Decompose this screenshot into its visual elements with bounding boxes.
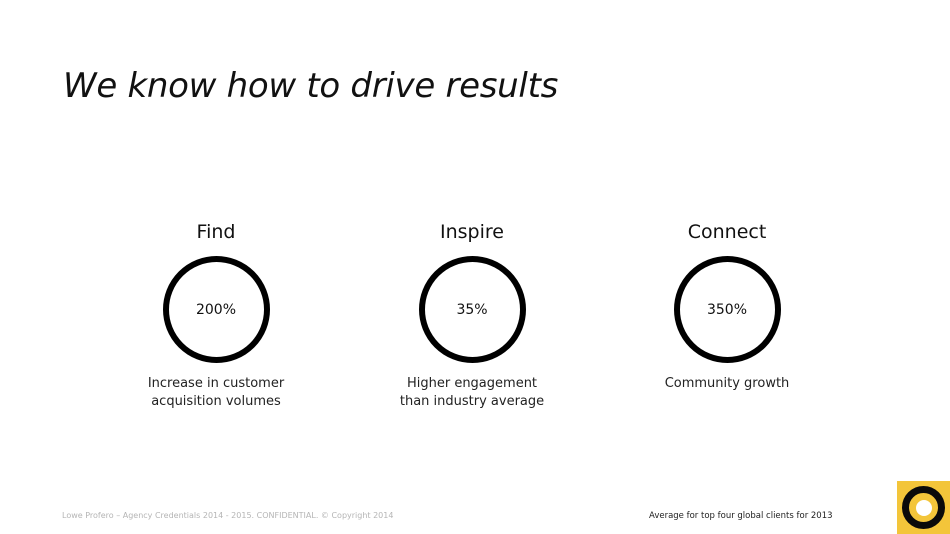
stat-circle-icon: 350% — [673, 256, 781, 363]
logo-center-icon — [915, 499, 932, 516]
slide-title: We know how to drive results — [63, 66, 559, 106]
stat-find: Find 200% Increase in customer acquisiti… — [116, 218, 316, 411]
stat-connect: Connect 350% Community growth — [627, 218, 827, 393]
logo-ring-icon — [902, 486, 945, 529]
stat-description-line: than industry average — [399, 394, 545, 409]
stat-label: Inspire — [440, 221, 504, 243]
stat-description-line: Community growth — [664, 376, 790, 391]
brand-logo-icon — [897, 481, 950, 534]
footer-note: Average for top four global clients for … — [649, 511, 833, 521]
stat-label: Find — [196, 221, 236, 243]
stat-inspire: Inspire 35% Higher engagement than indus… — [372, 218, 572, 411]
stat-value: 200% — [195, 301, 237, 318]
stat-value: 35% — [456, 301, 488, 318]
stat-description-line: acquisition volumes — [151, 394, 281, 409]
stat-description: Increase in customer acquisition volumes — [116, 375, 316, 411]
stat-description: Community growth — [627, 375, 827, 393]
footer-copyright: Lowe Profero – Agency Credentials 2014 -… — [62, 511, 394, 520]
stat-circle-icon: 200% — [162, 256, 270, 363]
stat-circle-icon: 35% — [418, 256, 526, 363]
stat-label: Connect — [687, 221, 767, 243]
stat-description: Higher engagement than industry average — [372, 375, 572, 411]
stat-description-line: Higher engagement — [406, 376, 538, 391]
stat-value: 350% — [706, 301, 748, 318]
stat-description-line: Increase in customer — [147, 376, 285, 391]
